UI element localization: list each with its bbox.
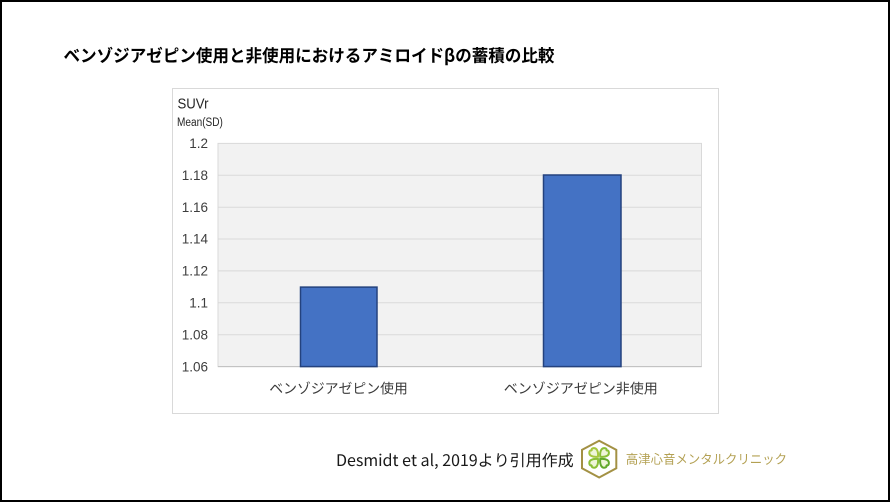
svg-text:1.06: 1.06 bbox=[182, 359, 208, 374]
svg-text:1.2: 1.2 bbox=[189, 136, 208, 151]
svg-text:1.08: 1.08 bbox=[182, 327, 208, 342]
svg-text:1.18: 1.18 bbox=[182, 168, 208, 183]
svg-text:1.16: 1.16 bbox=[182, 200, 208, 215]
svg-text:1.12: 1.12 bbox=[182, 264, 208, 279]
svg-text:Mean(SD): Mean(SD) bbox=[177, 117, 223, 129]
svg-text:SUVr: SUVr bbox=[178, 96, 209, 112]
svg-text:1.14: 1.14 bbox=[182, 232, 209, 247]
svg-text:1.1: 1.1 bbox=[189, 296, 208, 311]
